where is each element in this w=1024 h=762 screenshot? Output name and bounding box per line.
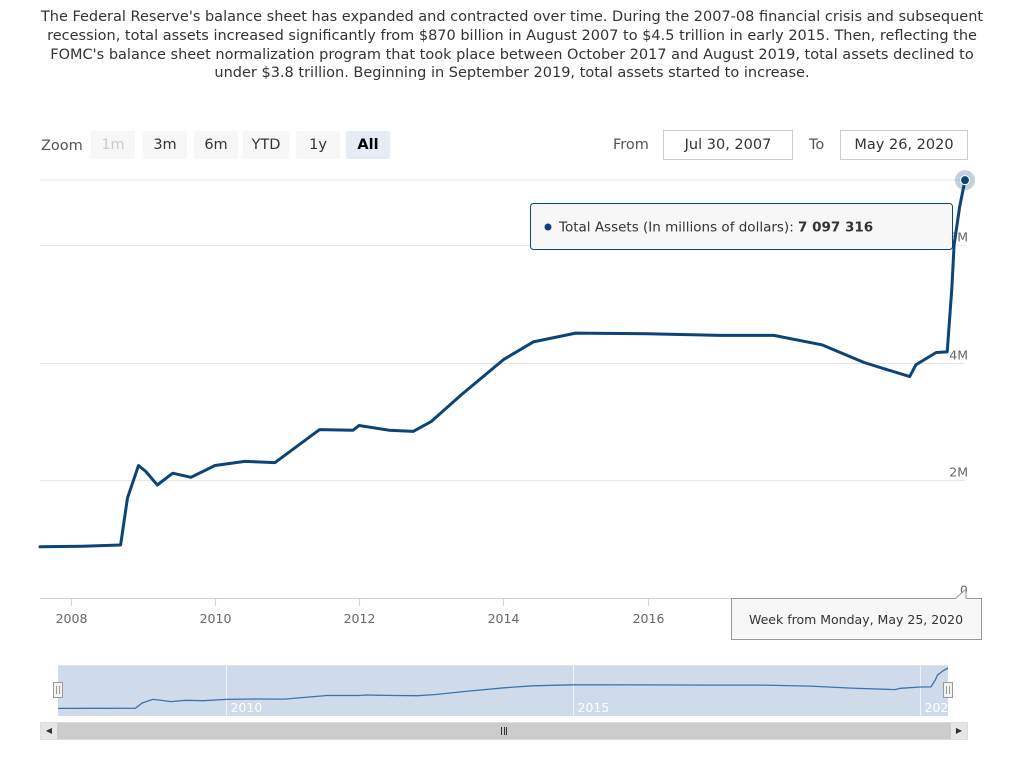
x-crosshair-box <box>731 587 982 640</box>
y-tick-label: 0 <box>960 583 968 598</box>
handle-grip-icon <box>53 682 63 698</box>
x-tick-label: 2010 <box>200 611 232 626</box>
x-tick-label: 2014 <box>488 611 520 626</box>
tooltip-bullet-icon <box>544 223 552 231</box>
hover-point <box>960 175 970 186</box>
zoom-ytd-button[interactable]: YTD <box>243 131 289 159</box>
value-tooltip: Total Assets (In millions of dollars): 7… <box>530 203 953 250</box>
range-selector: Zoom 1m 3m 6m YTD 1y All From To <box>0 128 1024 164</box>
navigator-tick-label: 2020 <box>925 700 957 715</box>
scroll-left-arrow[interactable]: ◀ <box>41 723 57 739</box>
from-label: From <box>613 137 649 153</box>
series-line-total-assets <box>38 178 967 549</box>
chart-description: The Federal Reserve's balance sheet has … <box>40 9 984 82</box>
tooltip-value: 7 097 316 <box>798 220 873 236</box>
from-date-input[interactable] <box>663 130 793 160</box>
zoom-label: Zoom <box>41 138 83 154</box>
scroll-right-arrow[interactable]: ▶ <box>951 723 967 739</box>
zoom-3m-button[interactable]: 3m <box>143 131 187 159</box>
zoom-6m-button[interactable]: 6m <box>194 131 238 159</box>
navigator-tick-label: 2015 <box>578 700 610 715</box>
navigator-left-handle[interactable] <box>53 682 63 698</box>
tooltip-series-name: Total Assets (In millions of dollars): <box>558 220 798 236</box>
y-tick-label: 2M <box>949 465 968 480</box>
tooltip-series-text: Total Assets (In millions of dollars): 7… <box>558 220 873 236</box>
zoom-1m-button[interactable]: 1m <box>91 131 135 159</box>
zoom-1y-button[interactable]: 1y <box>296 131 340 159</box>
navigator-series-line <box>57 667 949 710</box>
x-tick-label: 2016 <box>633 611 665 626</box>
x-tick-label: 2012 <box>344 611 376 626</box>
navigator-tick-label: 2010 <box>231 700 263 715</box>
y-tick-label: 4M <box>949 348 968 363</box>
scrollbar-grip-icon <box>501 727 507 735</box>
to-date-input[interactable] <box>840 130 968 160</box>
handle-grip-icon <box>943 682 953 698</box>
x-crosshair-text: Week from Monday, May 25, 2020 <box>749 612 963 627</box>
navigator-right-handle[interactable] <box>943 682 953 698</box>
x-crosshair-label: Week from Monday, May 25, 2020 <box>731 587 982 640</box>
scrollbar-thumb[interactable] <box>57 723 951 739</box>
x-tick-label: 2008 <box>56 611 88 626</box>
to-label: To <box>809 137 825 153</box>
zoom-all-button[interactable]: All <box>346 131 390 159</box>
navigator-selected-range <box>58 666 948 716</box>
value-tooltip-box <box>530 203 953 250</box>
navigator-scrollbar[interactable]: ◀ ▶ <box>40 722 968 740</box>
